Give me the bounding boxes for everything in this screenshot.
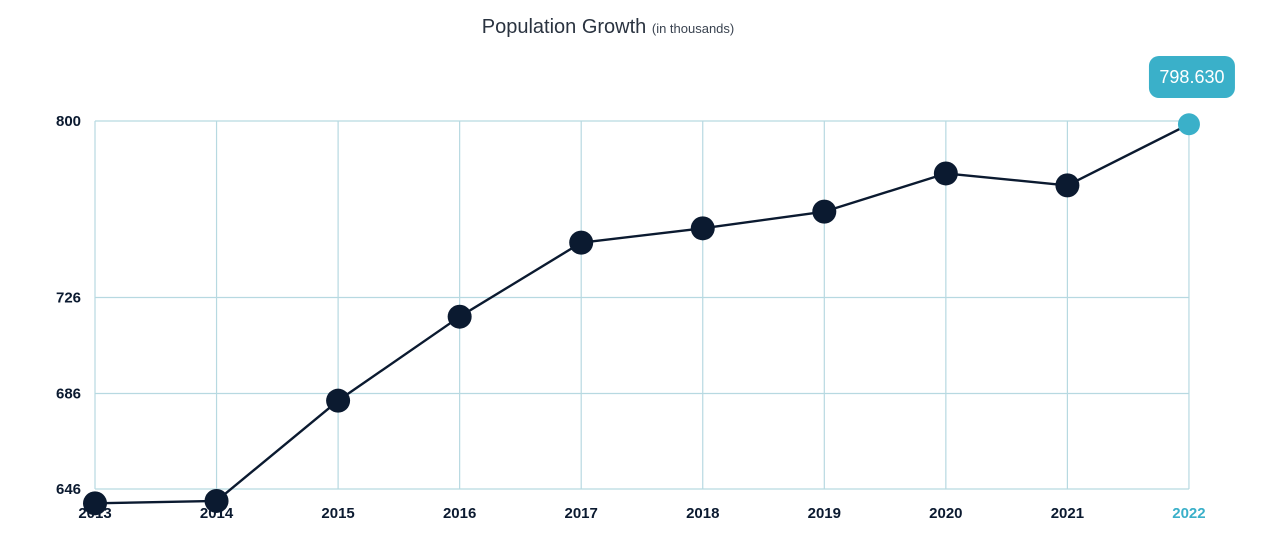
y-tick-label: 646 xyxy=(56,481,81,498)
series-line xyxy=(94,123,1190,505)
y-tick-label: 686 xyxy=(56,386,81,403)
x-tick-label: 2019 xyxy=(808,505,841,522)
data-point[interactable] xyxy=(933,161,958,186)
value-tooltip xyxy=(1148,56,1235,98)
x-tick-label: 2016 xyxy=(443,505,476,522)
data-point[interactable] xyxy=(812,199,837,224)
x-tick-label: 2017 xyxy=(565,505,598,522)
data-point[interactable] xyxy=(83,491,107,516)
x-tick-label: 2022 xyxy=(1172,505,1205,522)
y-tick-label: 726 xyxy=(56,290,81,307)
data-point[interactable] xyxy=(1055,173,1080,198)
data-point[interactable] xyxy=(447,304,472,329)
chart-title: Population Growth (in thousands) xyxy=(0,16,1216,39)
data-point[interactable] xyxy=(569,230,594,255)
y-tick-label: 800 xyxy=(56,113,81,130)
x-tick-label: 2018 xyxy=(686,505,719,522)
value-tooltip-label: 798.630 xyxy=(1159,67,1224,87)
x-tick-label: 2020 xyxy=(929,505,962,522)
chart-title-text: Population Growth xyxy=(481,16,647,38)
chart-subtitle: (in thousands) xyxy=(651,21,735,36)
data-point[interactable] xyxy=(690,216,715,241)
x-tick-label: 2021 xyxy=(1051,505,1084,522)
data-point[interactable] xyxy=(326,388,351,413)
data-point[interactable] xyxy=(204,488,229,513)
data-point[interactable] xyxy=(1177,113,1200,136)
x-tick-label: 2015 xyxy=(321,505,354,522)
